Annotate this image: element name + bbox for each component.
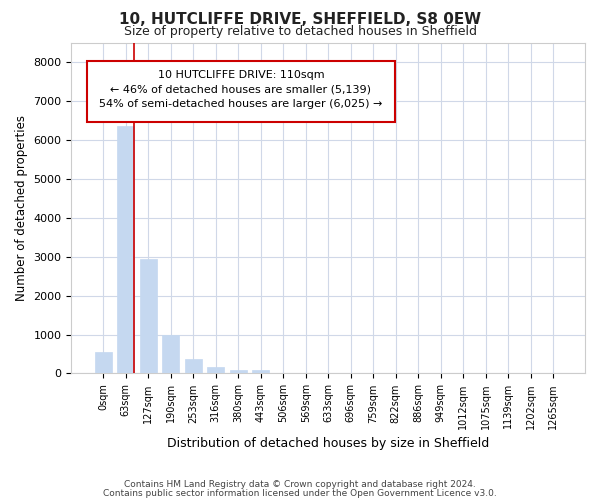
FancyBboxPatch shape [87,60,395,122]
Bar [252,370,269,374]
Bar [117,126,134,374]
Text: Size of property relative to detached houses in Sheffield: Size of property relative to detached ho… [124,25,476,38]
Y-axis label: Number of detached properties: Number of detached properties [15,115,28,301]
Text: 10 HUTCLIFFE DRIVE: 110sqm
← 46% of detached houses are smaller (5,139)
54% of s: 10 HUTCLIFFE DRIVE: 110sqm ← 46% of deta… [99,70,383,110]
Bar [162,336,179,374]
Text: Contains HM Land Registry data © Crown copyright and database right 2024.: Contains HM Land Registry data © Crown c… [124,480,476,489]
Bar [185,359,202,374]
Text: Contains public sector information licensed under the Open Government Licence v3: Contains public sector information licen… [103,490,497,498]
Bar [207,366,224,374]
Bar [95,352,112,374]
Bar [230,370,247,374]
Text: 10, HUTCLIFFE DRIVE, SHEFFIELD, S8 0EW: 10, HUTCLIFFE DRIVE, SHEFFIELD, S8 0EW [119,12,481,28]
Bar [140,258,157,374]
X-axis label: Distribution of detached houses by size in Sheffield: Distribution of detached houses by size … [167,437,490,450]
